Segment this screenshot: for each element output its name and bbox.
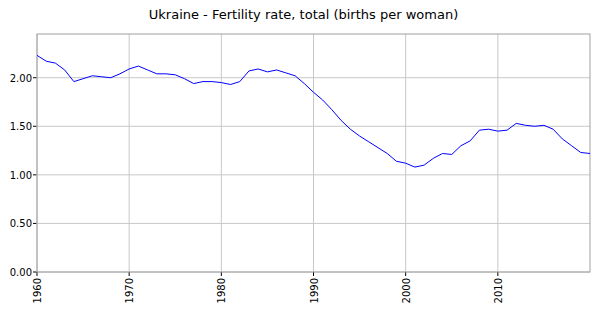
chart: 0.00 0.50 1.00 1.50 2.00 1960 1970 1980 1990 2000…: [0, 0, 600, 315]
tick-label: 0.00: [10, 267, 32, 278]
tick-label: 1990: [309, 278, 320, 303]
grid-line: [313, 34, 314, 272]
tick-mark: [33, 77, 37, 78]
tick-mark: [221, 272, 222, 276]
tick-label: 0.50: [10, 218, 32, 229]
tick-label: 1970: [124, 278, 135, 303]
tick-mark: [129, 272, 130, 276]
tick-mark: [33, 223, 37, 224]
tick-label: 1.00: [10, 170, 32, 181]
data-line: [37, 55, 590, 167]
tick-label: 2000: [401, 278, 412, 303]
plot-frame: [37, 34, 590, 272]
grid-line: [221, 34, 222, 272]
grid-line: [497, 34, 498, 272]
tick-label: 1.50: [10, 121, 32, 132]
tick-mark: [497, 272, 498, 276]
tick-label: 2.00: [10, 73, 32, 84]
grid-line: [405, 34, 406, 272]
tick-mark: [313, 272, 314, 276]
tick-mark: [33, 126, 37, 127]
tick-mark: [37, 272, 38, 276]
title: Ukraine - Fertility rate, total (births …: [149, 7, 458, 22]
tick-label: 1960: [32, 278, 43, 303]
tick-mark: [33, 272, 37, 273]
marks: [37, 55, 590, 167]
tick-mark: [33, 174, 37, 175]
plot-area: [37, 34, 590, 272]
tick-label: 2010: [493, 278, 504, 303]
tick-mark: [405, 272, 406, 276]
tick-label: 1980: [216, 278, 227, 303]
